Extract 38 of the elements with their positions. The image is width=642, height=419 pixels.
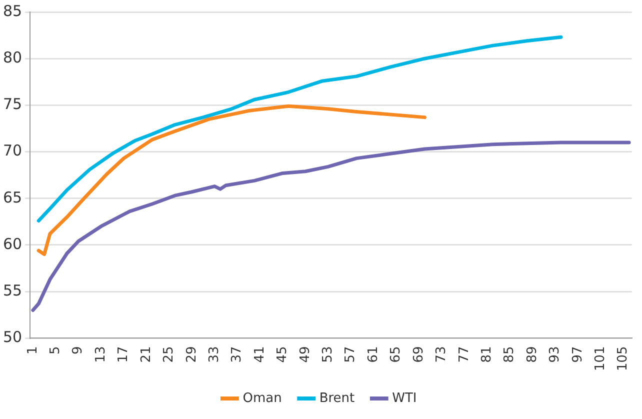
x-tick-label: 61 xyxy=(366,346,381,363)
x-tick-label: 73 xyxy=(434,346,450,363)
x-tick-label: 5 xyxy=(48,346,64,354)
x-tick-label: 21 xyxy=(138,346,154,363)
y-tick-label: 80 xyxy=(2,48,22,66)
x-tick-label: 57 xyxy=(343,346,358,363)
x-tick-label: 65 xyxy=(388,346,404,363)
x-tick-label: 13 xyxy=(93,346,108,363)
legend-label: Brent xyxy=(319,390,355,406)
legend-label: Oman xyxy=(242,390,282,406)
x-tick-label: 33 xyxy=(206,346,222,363)
legend-label: WTI xyxy=(392,390,417,406)
x-tick-label: 105 xyxy=(616,346,631,372)
x-tick-label: 37 xyxy=(230,346,245,363)
x-tick-label: 81 xyxy=(479,346,494,363)
y-tick-label: 65 xyxy=(2,188,22,206)
y-tick-label: 85 xyxy=(2,2,22,20)
x-tick-label: 85 xyxy=(502,346,518,363)
x-tick-label: 41 xyxy=(252,346,268,363)
x-tick-label: 77 xyxy=(456,346,472,363)
x-tick-label: 25 xyxy=(162,346,177,363)
y-tick-label: 75 xyxy=(2,95,22,114)
x-tick-label: 97 xyxy=(570,346,586,363)
y-tick-label: 70 xyxy=(2,142,22,160)
x-tick-label: 69 xyxy=(411,346,426,363)
x-tick-label: 49 xyxy=(298,346,313,363)
y-tick-label: 60 xyxy=(2,234,22,253)
x-tick-label: 17 xyxy=(116,346,132,363)
x-tick-label: 29 xyxy=(184,346,200,363)
x-tick-label: 89 xyxy=(524,346,540,363)
y-tick-label: 50 xyxy=(2,328,22,346)
x-tick-label: 45 xyxy=(275,346,290,363)
y-tick-label: 55 xyxy=(2,281,22,300)
x-tick-label: 53 xyxy=(320,346,336,363)
x-tick-label: 93 xyxy=(548,346,563,363)
x-tick-label: 1 xyxy=(25,346,40,354)
x-tick-label: 9 xyxy=(70,346,86,354)
x-tick-label: 101 xyxy=(593,346,608,372)
